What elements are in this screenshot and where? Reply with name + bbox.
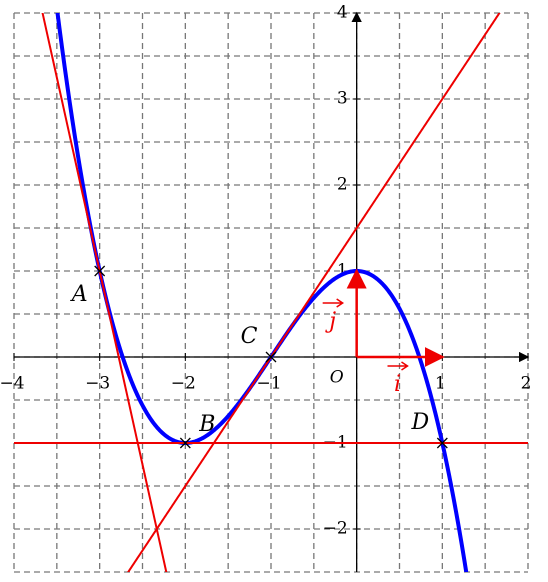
vector-arrow-over	[322, 298, 345, 308]
x-tick-label: −4	[0, 374, 25, 394]
point-marker	[179, 437, 191, 449]
y-tick-label: 1	[337, 261, 348, 281]
point-label: A	[70, 282, 88, 307]
point-marker	[94, 265, 106, 277]
vector-arrow-over	[387, 361, 409, 371]
x-tick-label: 1	[435, 374, 446, 394]
origin-label: O	[330, 368, 344, 388]
y-tick-label: 2	[337, 175, 348, 195]
x-tick-label: −2	[171, 374, 196, 394]
y-tick-label: 3	[337, 89, 348, 109]
x-tick-label: −1	[256, 374, 281, 394]
x-tick-label: −3	[85, 374, 110, 394]
vector-label: i	[394, 372, 401, 397]
point-label: D	[411, 410, 430, 435]
x-tick-label: 2	[521, 374, 532, 394]
vector-label: j	[324, 309, 336, 334]
point-marker	[265, 351, 277, 363]
y-tick-label: −2	[323, 519, 348, 539]
y-tick-label: 4	[337, 3, 348, 23]
point-label: B	[198, 412, 215, 437]
point-marker	[436, 437, 448, 449]
point-label: C	[241, 324, 258, 349]
